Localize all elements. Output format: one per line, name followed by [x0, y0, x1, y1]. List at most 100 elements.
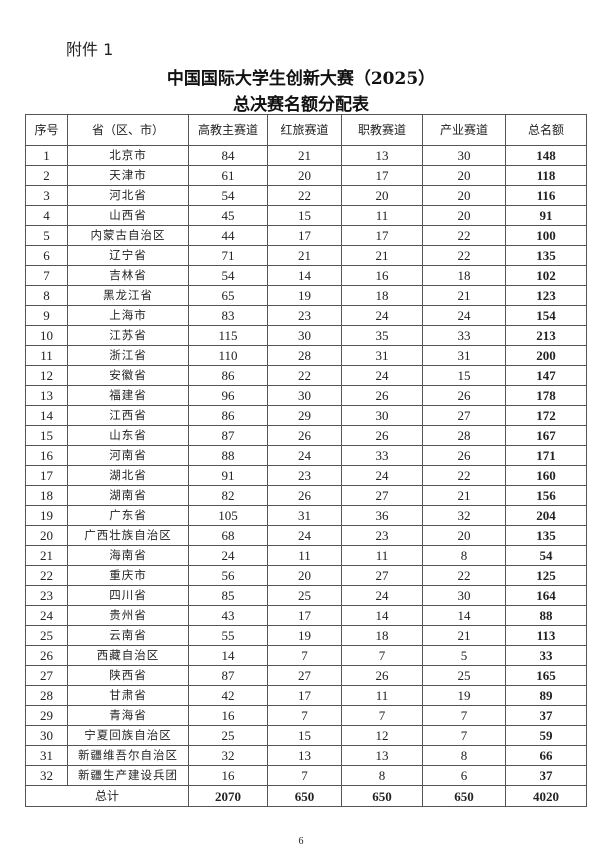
- industry-track-cell: 19: [422, 685, 506, 706]
- red-tour-track-cell: 17: [267, 685, 342, 706]
- higher-ed-track-cell: 68: [188, 525, 268, 546]
- row-number-cell: 25: [25, 625, 68, 646]
- vocational-track-cell: 36: [341, 505, 423, 526]
- province-name-cell: 辽宁省: [67, 245, 189, 266]
- total-quota-cell: 156: [505, 485, 587, 506]
- table-row: 25 云南省 55 19 18 21 113: [25, 625, 587, 646]
- higher-ed-track-cell: 86: [188, 405, 268, 426]
- row-number-cell: 5: [25, 225, 68, 246]
- province-name-cell: 甘肃省: [67, 685, 189, 706]
- higher-ed-track-cell: 55: [188, 625, 268, 646]
- higher-ed-track-cell: 85: [188, 585, 268, 606]
- industry-track-cell: 26: [422, 385, 506, 406]
- industry-track-cell: 22: [422, 225, 506, 246]
- industry-track-cell: 7: [422, 725, 506, 746]
- total-cell: 650: [341, 785, 423, 807]
- industry-track-cell: 18: [422, 265, 506, 286]
- total-quota-cell: 59: [505, 725, 587, 746]
- row-number-cell: 1: [25, 145, 68, 166]
- total-quota-cell: 171: [505, 445, 587, 466]
- total-cell: 2070: [188, 785, 268, 807]
- row-number-cell: 6: [25, 245, 68, 266]
- higher-ed-track-cell: 32: [188, 745, 268, 766]
- row-number-cell: 23: [25, 585, 68, 606]
- total-quota-cell: 200: [505, 345, 587, 366]
- table-row: 20 广西壮族自治区 68 24 23 20 135: [25, 525, 587, 546]
- province-name-cell: 贵州省: [67, 605, 189, 626]
- row-number-cell: 28: [25, 685, 68, 706]
- red-tour-track-cell: 13: [267, 745, 342, 766]
- red-tour-track-cell: 31: [267, 505, 342, 526]
- province-name-cell: 河南省: [67, 445, 189, 466]
- vocational-track-cell: 7: [341, 645, 423, 666]
- total-quota-cell: 178: [505, 385, 587, 406]
- row-number-cell: 31: [25, 745, 68, 766]
- vocational-track-cell: 17: [341, 165, 423, 186]
- industry-track-cell: 22: [422, 565, 506, 586]
- industry-track-cell: 15: [422, 365, 506, 386]
- industry-track-cell: 21: [422, 285, 506, 306]
- total-cell: 650: [267, 785, 342, 807]
- higher-ed-track-cell: 25: [188, 725, 268, 746]
- document-subtitle: 总决赛名额分配表: [233, 95, 369, 115]
- row-number-cell: 18: [25, 485, 68, 506]
- higher-ed-track-cell: 16: [188, 705, 268, 726]
- industry-track-cell: 27: [422, 405, 506, 426]
- column-header: 红旅赛道: [267, 114, 342, 146]
- row-number-cell: 2: [25, 165, 68, 186]
- industry-track-cell: 7: [422, 705, 506, 726]
- total-quota-cell: 123: [505, 285, 587, 306]
- table-row: 8 黑龙江省 65 19 18 21 123: [25, 285, 587, 306]
- province-name-cell: 四川省: [67, 585, 189, 606]
- table-row: 18 湖南省 82 26 27 21 156: [25, 485, 587, 506]
- higher-ed-track-cell: 56: [188, 565, 268, 586]
- higher-ed-track-cell: 87: [188, 665, 268, 686]
- total-quota-cell: 37: [505, 705, 587, 726]
- industry-track-cell: 22: [422, 245, 506, 266]
- higher-ed-track-cell: 42: [188, 685, 268, 706]
- row-number-cell: 16: [25, 445, 68, 466]
- row-number-cell: 11: [25, 345, 68, 366]
- province-name-cell: 浙江省: [67, 345, 189, 366]
- table-row: 21 海南省 24 11 11 8 54: [25, 545, 587, 566]
- industry-track-cell: 20: [422, 525, 506, 546]
- province-name-cell: 湖南省: [67, 485, 189, 506]
- table-row: 23 四川省 85 25 24 30 164: [25, 585, 587, 606]
- row-number-cell: 20: [25, 525, 68, 546]
- column-header: 总名额: [505, 114, 587, 146]
- table-row: 29 青海省 16 7 7 7 37: [25, 705, 587, 726]
- higher-ed-track-cell: 24: [188, 545, 268, 566]
- total-quota-cell: 154: [505, 305, 587, 326]
- table-row: 11 浙江省 110 28 31 31 200: [25, 345, 587, 366]
- red-tour-track-cell: 22: [267, 365, 342, 386]
- red-tour-track-cell: 21: [267, 145, 342, 166]
- red-tour-track-cell: 15: [267, 725, 342, 746]
- province-name-cell: 安徽省: [67, 365, 189, 386]
- red-tour-track-cell: 24: [267, 525, 342, 546]
- red-tour-track-cell: 7: [267, 765, 342, 786]
- total-quota-cell: 66: [505, 745, 587, 766]
- red-tour-track-cell: 25: [267, 585, 342, 606]
- column-header: 序号: [25, 114, 68, 146]
- higher-ed-track-cell: 83: [188, 305, 268, 326]
- total-quota-cell: 102: [505, 265, 587, 286]
- higher-ed-track-cell: 88: [188, 445, 268, 466]
- province-name-cell: 新疆维吾尔自治区: [67, 745, 189, 766]
- province-name-cell: 陕西省: [67, 665, 189, 686]
- higher-ed-track-cell: 54: [188, 185, 268, 206]
- vocational-track-cell: 13: [341, 145, 423, 166]
- red-tour-track-cell: 22: [267, 185, 342, 206]
- province-name-cell: 广西壮族自治区: [67, 525, 189, 546]
- higher-ed-track-cell: 71: [188, 245, 268, 266]
- industry-track-cell: 20: [422, 185, 506, 206]
- higher-ed-track-cell: 61: [188, 165, 268, 186]
- higher-ed-track-cell: 16: [188, 765, 268, 786]
- red-tour-track-cell: 17: [267, 225, 342, 246]
- vocational-track-cell: 30: [341, 405, 423, 426]
- total-quota-cell: 54: [505, 545, 587, 566]
- row-number-cell: 7: [25, 265, 68, 286]
- higher-ed-track-cell: 110: [188, 345, 268, 366]
- total-quota-cell: 113: [505, 625, 587, 646]
- industry-track-cell: 26: [422, 445, 506, 466]
- vocational-track-cell: 20: [341, 185, 423, 206]
